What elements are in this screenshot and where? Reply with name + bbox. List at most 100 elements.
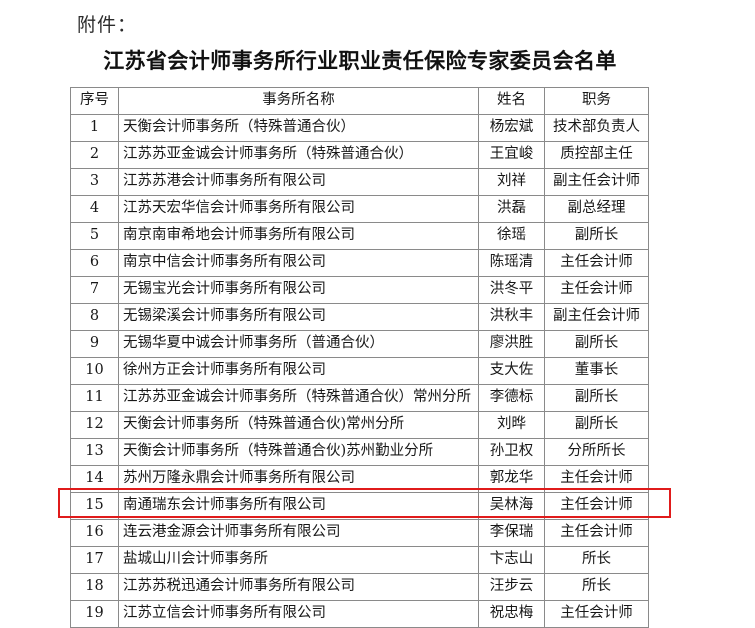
- column-header-seq: 序号: [70, 87, 119, 115]
- table-row: 7 无锡宝光会计师事务所有限公司 洪冬平 主任会计师: [70, 276, 649, 304]
- cell-firm: 无锡梁溪会计师事务所有限公司: [118, 303, 479, 331]
- cell-name: 刘晔: [478, 411, 545, 439]
- cell-firm: 南京中信会计师事务所有限公司: [118, 249, 479, 277]
- cell-firm: 天衡会计师事务所（特殊普通合伙)苏州勤业分所: [118, 438, 479, 466]
- cell-firm: 江苏天宏华信会计师事务所有限公司: [118, 195, 479, 223]
- cell-name: 汪步云: [478, 573, 545, 601]
- table-row: 2 江苏苏亚金诚会计师事务所（特殊普通合伙） 王宜峻 质控部主任: [70, 141, 649, 169]
- cell-seq: 5: [70, 222, 119, 250]
- cell-name: 刘祥: [478, 168, 545, 196]
- cell-name: 洪秋丰: [478, 303, 545, 331]
- cell-name: 孙卫权: [478, 438, 545, 466]
- cell-seq: 17: [70, 546, 119, 574]
- table-body: 1 天衡会计师事务所（特殊普通合伙） 杨宏斌 技术部负责人 2 江苏苏亚金诚会计师事务所（…: [70, 114, 649, 628]
- cell-title: 副所长: [544, 330, 649, 358]
- cell-name: 郭龙华: [478, 465, 545, 493]
- cell-seq: 15: [70, 492, 119, 520]
- table-row: 6 南京中信会计师事务所有限公司 陈瑶清 主任会计师: [70, 249, 649, 277]
- cell-seq: 11: [70, 384, 119, 412]
- cell-title: 分所所长: [544, 438, 649, 466]
- table-row: 9 无锡华夏中诚会计师事务所（普通合伙） 廖洪胜 副所长: [70, 330, 649, 358]
- cell-seq: 16: [70, 519, 119, 547]
- cell-title: 副主任会计师: [544, 168, 649, 196]
- table-header: 序号 事务所名称 姓名 职务: [70, 87, 649, 115]
- table-row: 10 徐州方正会计师事务所有限公司 支大佐 董事长: [70, 357, 649, 385]
- cell-firm: 天衡会计师事务所（特殊普通合伙）: [118, 114, 479, 142]
- cell-seq: 19: [70, 600, 119, 628]
- cell-firm: 无锡华夏中诚会计师事务所（普通合伙）: [118, 330, 479, 358]
- cell-firm: 江苏苏亚金诚会计师事务所（特殊普通合伙）常州分所: [118, 384, 479, 412]
- cell-title: 副所长: [544, 384, 649, 412]
- cell-name: 洪冬平: [478, 276, 545, 304]
- column-header-firm: 事务所名称: [118, 87, 479, 115]
- table-row: 11 江苏苏亚金诚会计师事务所（特殊普通合伙）常州分所 李德标 副所长: [70, 384, 649, 412]
- cell-seq: 8: [70, 303, 119, 331]
- cell-name: 陈瑶清: [478, 249, 545, 277]
- cell-title: 技术部负责人: [544, 114, 649, 142]
- cell-title: 主任会计师: [544, 519, 649, 547]
- table-header-row: 序号 事务所名称 姓名 职务: [70, 87, 649, 115]
- cell-seq: 1: [70, 114, 119, 142]
- page-title: 江苏省会计师事务所行业职业责任保险专家委员会名单: [103, 48, 617, 73]
- cell-firm: 苏州万隆永鼎会计师事务所有限公司: [118, 465, 479, 493]
- cell-firm: 江苏苏亚金诚会计师事务所（特殊普通合伙）: [118, 141, 479, 169]
- cell-title: 所长: [544, 573, 649, 601]
- cell-title: 主任会计师: [544, 249, 649, 277]
- cell-firm: 江苏苏港会计师事务所有限公司: [118, 168, 479, 196]
- cell-title: 主任会计师: [544, 492, 649, 520]
- table-row: 18 江苏苏税迅通会计师事务所有限公司 汪步云 所长: [70, 573, 649, 601]
- table-row: 14 苏州万隆永鼎会计师事务所有限公司 郭龙华 主任会计师: [70, 465, 649, 493]
- cell-name: 王宜峻: [478, 141, 545, 169]
- cell-name: 洪磊: [478, 195, 545, 223]
- cell-seq: 10: [70, 357, 119, 385]
- cell-name: 支大佐: [478, 357, 545, 385]
- cell-seq: 7: [70, 276, 119, 304]
- cell-seq: 13: [70, 438, 119, 466]
- table-row: 8 无锡梁溪会计师事务所有限公司 洪秋丰 副主任会计师: [70, 303, 649, 331]
- table-row: 17 盐城山川会计师事务所 卞志山 所长: [70, 546, 649, 574]
- cell-seq: 6: [70, 249, 119, 277]
- cell-title: 副所长: [544, 222, 649, 250]
- cell-seq: 4: [70, 195, 119, 223]
- cell-name: 祝忠梅: [478, 600, 545, 628]
- cell-seq: 14: [70, 465, 119, 493]
- cell-seq: 3: [70, 168, 119, 196]
- column-header-name: 姓名: [478, 87, 545, 115]
- cell-seq: 12: [70, 411, 119, 439]
- cell-title: 质控部主任: [544, 141, 649, 169]
- cell-title: 董事长: [544, 357, 649, 385]
- cell-name: 吴林海: [478, 492, 545, 520]
- cell-seq: 9: [70, 330, 119, 358]
- cell-firm: 盐城山川会计师事务所: [118, 546, 479, 574]
- cell-firm: 南京南审希地会计师事务所有限公司: [118, 222, 479, 250]
- table-row: 12 天衡会计师事务所（特殊普通合伙)常州分所 刘晔 副所长: [70, 411, 649, 439]
- roster-table: 序号 事务所名称 姓名 职务 1 天衡会计师事务所（特殊普通合伙） 杨宏斌 技术部负责…: [70, 87, 649, 628]
- cell-firm: 江苏苏税迅通会计师事务所有限公司: [118, 573, 479, 601]
- cell-firm: 南通瑞东会计师事务所有限公司: [118, 492, 479, 520]
- table-row: 19 江苏立信会计师事务所有限公司 祝忠梅 主任会计师: [70, 600, 649, 628]
- cell-firm: 天衡会计师事务所（特殊普通合伙)常州分所: [118, 411, 479, 439]
- cell-firm: 江苏立信会计师事务所有限公司: [118, 600, 479, 628]
- table-row: 15 南通瑞东会计师事务所有限公司 吴林海 主任会计师: [70, 492, 649, 520]
- cell-name: 卞志山: [478, 546, 545, 574]
- attachment-label: 附件：: [77, 14, 138, 36]
- cell-title: 副总经理: [544, 195, 649, 223]
- cell-name: 杨宏斌: [478, 114, 545, 142]
- table-row: 4 江苏天宏华信会计师事务所有限公司 洪磊 副总经理: [70, 195, 649, 223]
- cell-name: 徐瑶: [478, 222, 545, 250]
- cell-seq: 2: [70, 141, 119, 169]
- cell-title: 副主任会计师: [544, 303, 649, 331]
- cell-name: 李德标: [478, 384, 545, 412]
- cell-title: 所长: [544, 546, 649, 574]
- table-row: 3 江苏苏港会计师事务所有限公司 刘祥 副主任会计师: [70, 168, 649, 196]
- roster-table-container: 序号 事务所名称 姓名 职务 1 天衡会计师事务所（特殊普通合伙） 杨宏斌 技术部负责…: [70, 87, 649, 628]
- cell-name: 李保瑞: [478, 519, 545, 547]
- table-row: 13 天衡会计师事务所（特殊普通合伙)苏州勤业分所 孙卫权 分所所长: [70, 438, 649, 466]
- cell-title: 副所长: [544, 411, 649, 439]
- cell-firm: 连云港金源会计师事务所有限公司: [118, 519, 479, 547]
- cell-title: 主任会计师: [544, 465, 649, 493]
- cell-seq: 18: [70, 573, 119, 601]
- column-header-title: 职务: [544, 87, 649, 115]
- table-row: 1 天衡会计师事务所（特殊普通合伙） 杨宏斌 技术部负责人: [70, 114, 649, 142]
